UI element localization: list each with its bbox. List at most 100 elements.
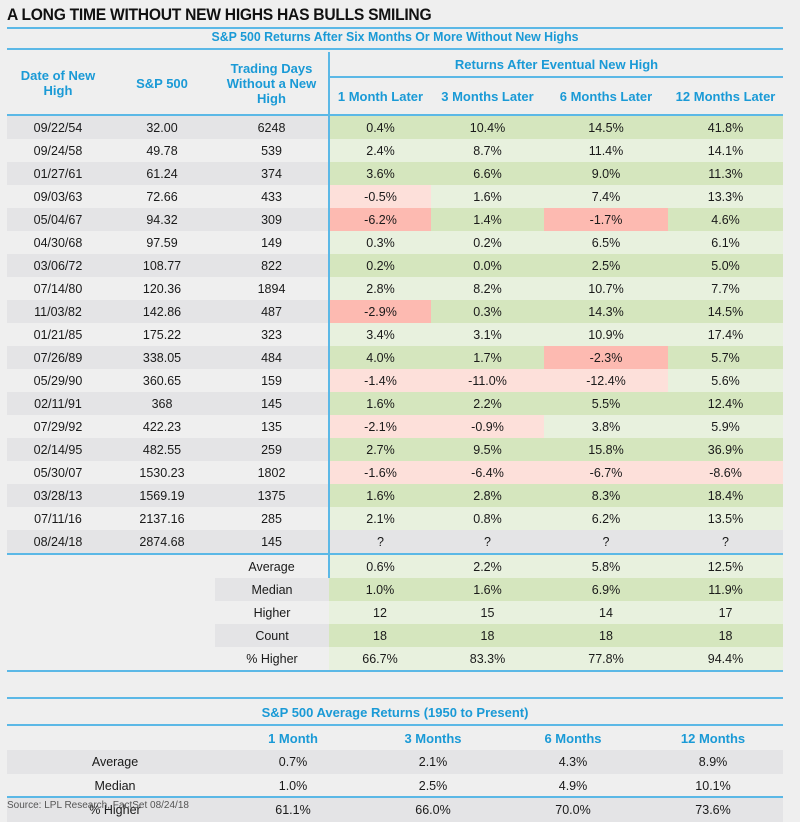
return-cell: 6.2% <box>544 507 668 530</box>
days-cell: 484 <box>215 346 329 369</box>
return-cell: 11.4% <box>544 139 668 162</box>
table-row: 05/29/90 360.65 159 -1.4% -11.0% -12.4% 5.6% <box>7 369 784 392</box>
return-cell: -11.0% <box>431 369 544 392</box>
table-row: 02/11/91 368 145 1.6% 2.2% 5.5% 12.4% <box>7 392 784 415</box>
date-cell: 11/03/82 <box>7 300 109 323</box>
return-cell: 2.4% <box>328 139 431 162</box>
empty-cell <box>7 601 109 624</box>
date-cell: 09/03/63 <box>7 185 109 208</box>
benchmark-label: Average <box>7 750 223 774</box>
col-header-3m: 3 Months Later <box>441 88 534 104</box>
return-cell: 1.6% <box>431 185 544 208</box>
summary-value: 18 <box>544 624 668 647</box>
empty-cell <box>109 647 215 672</box>
return-cell: 2.8% <box>328 277 431 300</box>
summary-value: 83.3% <box>431 647 544 672</box>
summary-value: 12 <box>329 601 431 624</box>
return-cell: 13.5% <box>668 507 784 530</box>
summary-label: Average <box>215 553 329 578</box>
divider <box>7 27 783 29</box>
return-cell: 2.7% <box>328 438 431 461</box>
date-cell: 05/30/07 <box>7 461 109 484</box>
days-cell: 145 <box>215 392 329 415</box>
return-cell: 5.6% <box>668 369 784 392</box>
benchmark-row: % Higher 61.1% 66.0% 70.0% 73.6% <box>7 798 784 822</box>
benchmark-value: 1.0% <box>223 774 363 798</box>
return-cell: -1.7% <box>544 208 668 231</box>
table-row: 07/14/80 120.36 1894 2.8% 8.2% 10.7% 7.7% <box>7 277 784 300</box>
return-cell: 4.0% <box>328 346 431 369</box>
table-row: 03/06/72 108.77 822 0.2% 0.0% 2.5% 5.0% <box>7 254 784 277</box>
return-cell: 8.3% <box>544 484 668 507</box>
return-cell: 41.8% <box>668 114 784 139</box>
summary-value: 94.4% <box>668 647 784 672</box>
summary-value: 66.7% <box>329 647 431 672</box>
col-header-spx: S&P 500 <box>136 75 188 91</box>
spx-cell: 142.86 <box>109 300 215 323</box>
return-cell: ? <box>668 530 784 554</box>
spx-cell: 72.66 <box>109 185 215 208</box>
return-cell: 3.8% <box>544 415 668 438</box>
days-cell: 374 <box>215 162 329 185</box>
summary-label: Higher <box>215 601 329 624</box>
return-cell: 9.5% <box>431 438 544 461</box>
summary-value: 5.8% <box>544 553 668 578</box>
return-cell: -2.9% <box>328 300 431 323</box>
summary-value: 18 <box>329 624 431 647</box>
summary-row: Count 18 18 18 18 <box>7 624 784 647</box>
date-cell: 07/26/89 <box>7 346 109 369</box>
return-cell: 15.8% <box>544 438 668 461</box>
empty-cell <box>109 601 215 624</box>
table-row: 09/22/54 32.00 6248 0.4% 10.4% 14.5% 41.8% <box>7 114 784 139</box>
date-cell: 07/29/92 <box>7 415 109 438</box>
summary-row: Higher 12 15 14 17 <box>7 601 784 624</box>
return-cell: -6.2% <box>328 208 431 231</box>
return-cell: 18.4% <box>668 484 784 507</box>
summary-value: 11.9% <box>668 578 784 601</box>
benchmark-value: 4.3% <box>503 750 643 774</box>
days-cell: 433 <box>215 185 329 208</box>
return-cell: 1.6% <box>328 392 431 415</box>
date-cell: 04/30/68 <box>7 231 109 254</box>
table-row: 07/11/16 2137.16 285 2.1% 0.8% 6.2% 13.5% <box>7 507 784 530</box>
return-cell: 2.8% <box>431 484 544 507</box>
table-row: 07/26/89 338.05 484 4.0% 1.7% -2.3% 5.7% <box>7 346 784 369</box>
return-cell: -0.9% <box>431 415 544 438</box>
col-header-1m: 1 Month Later <box>328 77 431 115</box>
return-cell: 4.6% <box>668 208 784 231</box>
benchmark-label: % Higher <box>7 798 223 822</box>
days-cell: 1802 <box>215 461 329 484</box>
days-cell: 149 <box>215 231 329 254</box>
table-row: 02/14/95 482.55 259 2.7% 9.5% 15.8% 36.9% <box>7 438 784 461</box>
table-row: 05/04/67 94.32 309 -6.2% 1.4% -1.7% 4.6% <box>7 208 784 231</box>
summary-value: 18 <box>431 624 544 647</box>
spx-cell: 2137.16 <box>109 507 215 530</box>
date-cell: 08/24/18 <box>7 530 109 554</box>
summary-row: % Higher 66.7% 83.3% 77.8% 94.4% <box>7 647 784 672</box>
divider <box>7 48 783 50</box>
table-row: 09/24/58 49.78 539 2.4% 8.7% 11.4% 14.1% <box>7 139 784 162</box>
days-cell: 1894 <box>215 277 329 300</box>
date-cell: 03/28/13 <box>7 484 109 507</box>
spx-cell: 1530.23 <box>109 461 215 484</box>
spx-cell: 338.05 <box>109 346 215 369</box>
benchmark-col-1m: 1 Month <box>268 730 318 746</box>
days-cell: 159 <box>215 369 329 392</box>
benchmark-value: 66.0% <box>363 798 503 822</box>
summary-row: Median 1.0% 1.6% 6.9% 11.9% <box>7 578 784 601</box>
return-cell: 8.7% <box>431 139 544 162</box>
benchmark-value: 73.6% <box>643 798 784 822</box>
return-cell: 0.2% <box>328 254 431 277</box>
empty-cell <box>7 647 109 672</box>
summary-label: % Higher <box>215 647 329 672</box>
return-cell: 6.6% <box>431 162 544 185</box>
benchmark-col-3m: 3 Months <box>404 730 462 746</box>
empty-cell <box>109 553 215 578</box>
return-cell: 8.2% <box>431 277 544 300</box>
divider <box>7 796 783 798</box>
return-cell: -6.4% <box>431 461 544 484</box>
days-cell: 259 <box>215 438 329 461</box>
return-cell: 1.4% <box>431 208 544 231</box>
return-cell: 7.7% <box>668 277 784 300</box>
date-cell: 07/14/80 <box>7 277 109 300</box>
